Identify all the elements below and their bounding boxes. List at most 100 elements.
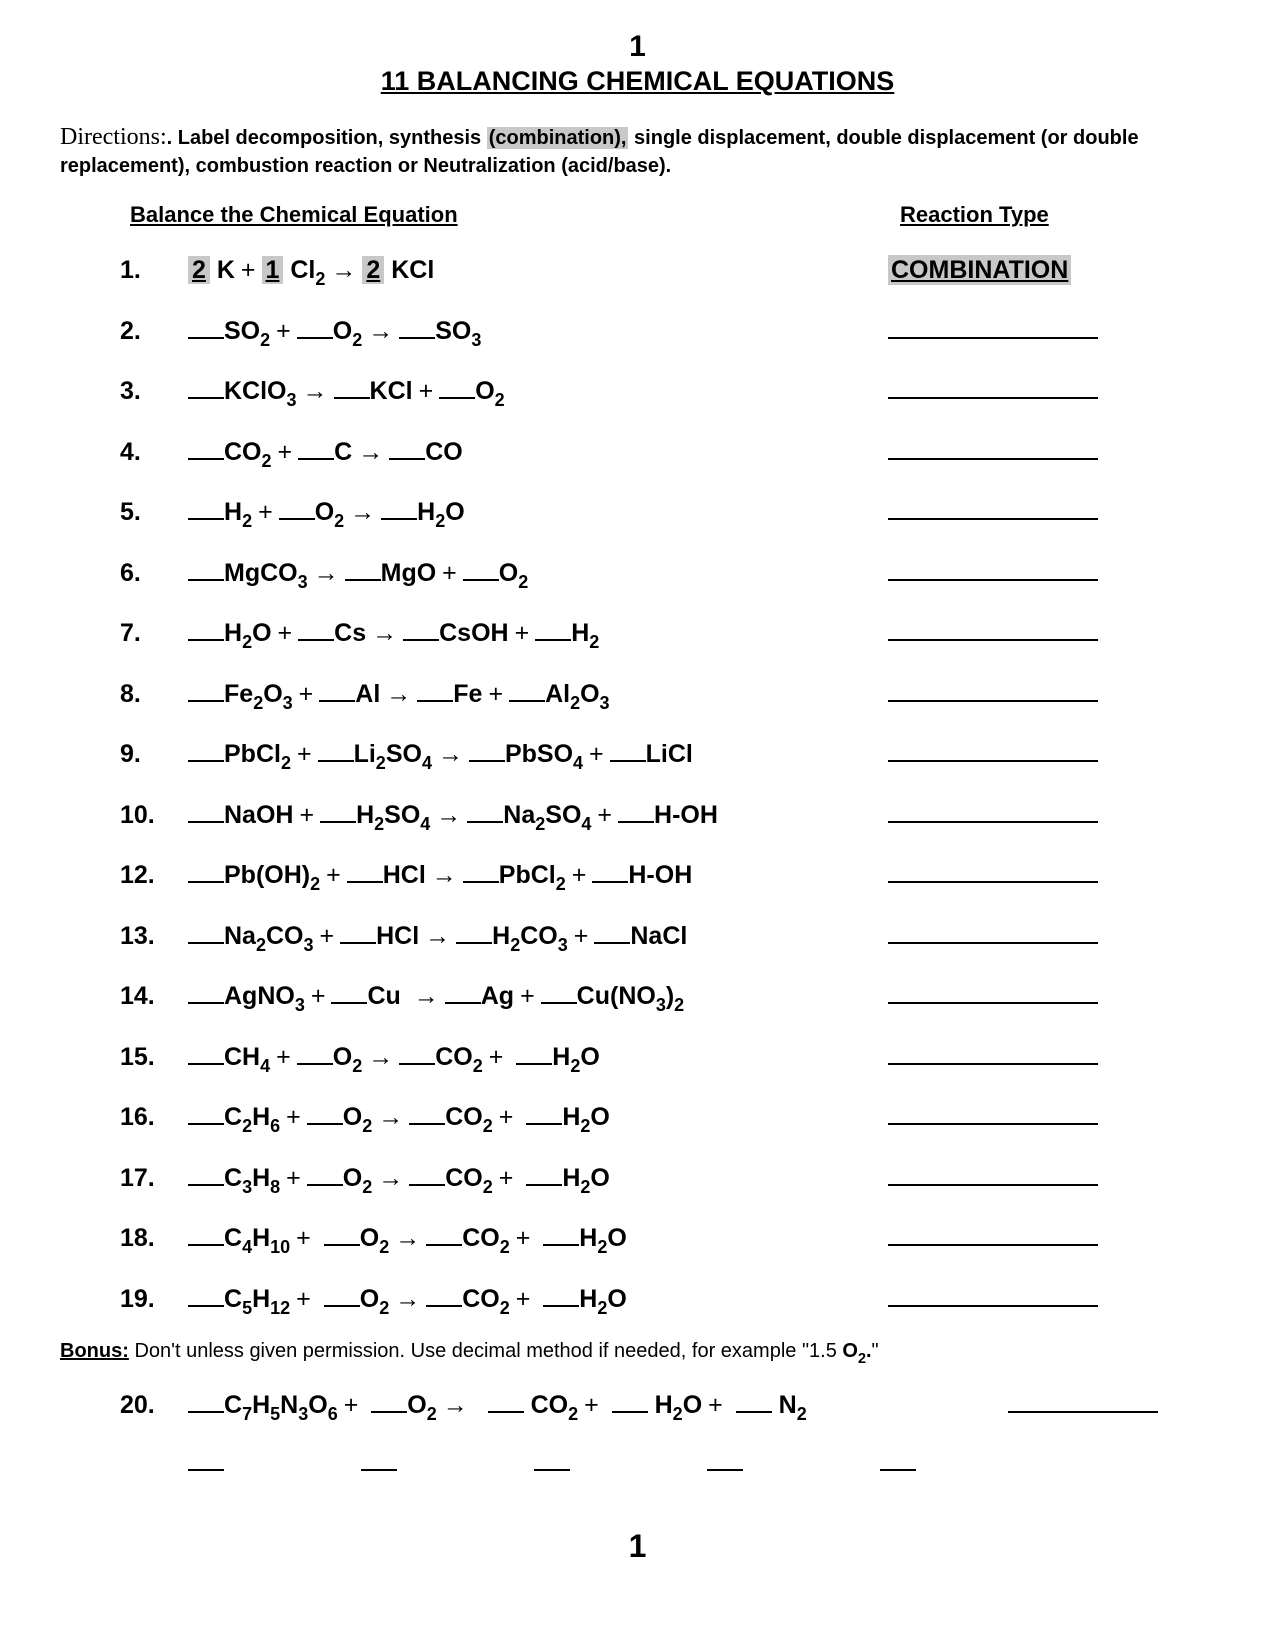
reaction-type-blank[interactable] xyxy=(1008,1386,1158,1414)
reaction-type-blank[interactable] xyxy=(888,1158,1098,1186)
coef-blank[interactable] xyxy=(334,397,370,399)
coef-blank[interactable] xyxy=(319,700,355,702)
coef-blank[interactable] xyxy=(361,1446,397,1471)
coef-blank[interactable] xyxy=(610,760,646,762)
coef-blank[interactable] xyxy=(188,1446,224,1471)
reaction-type-blank[interactable] xyxy=(888,1279,1098,1307)
coef-blank[interactable] xyxy=(188,821,224,823)
reaction-type-blank[interactable] xyxy=(888,493,1098,521)
coef-blank[interactable] xyxy=(324,1244,360,1246)
reaction-type-blank[interactable] xyxy=(888,614,1098,642)
bonus-pre: Don't unless given permission. Use decim… xyxy=(129,1340,843,1362)
coef-blank[interactable] xyxy=(188,700,224,702)
coef-blank[interactable] xyxy=(516,1063,552,1065)
reaction-type-blank[interactable] xyxy=(888,1037,1098,1065)
coef-blank[interactable] xyxy=(188,881,224,883)
coef-blank[interactable] xyxy=(403,639,439,641)
coef-blank[interactable] xyxy=(399,1063,435,1065)
coef-blank[interactable] xyxy=(467,821,503,823)
reaction-type-blank[interactable] xyxy=(888,1219,1098,1247)
coef-blank[interactable] xyxy=(298,639,334,641)
coef-blank[interactable] xyxy=(188,518,224,520)
reaction-type-blank[interactable] xyxy=(888,1098,1098,1126)
coef-blank[interactable] xyxy=(456,942,492,944)
coef-blank[interactable] xyxy=(188,942,224,944)
reaction-type-blank[interactable] xyxy=(888,795,1098,823)
coef-blank[interactable] xyxy=(439,397,475,399)
directions-highlight: (combination), xyxy=(487,127,629,149)
coef-blank[interactable] xyxy=(409,1184,445,1186)
coef-blank[interactable] xyxy=(307,1184,343,1186)
coef-blank[interactable] xyxy=(188,337,224,339)
reaction-type-1[interactable]: COMBINATION xyxy=(888,256,1215,285)
coef-blank[interactable] xyxy=(426,1305,462,1307)
coef-blank[interactable] xyxy=(389,458,425,460)
coef-1[interactable]: 2 xyxy=(188,256,210,284)
coef-blank[interactable] xyxy=(188,639,224,641)
coef-blank[interactable] xyxy=(331,1002,367,1004)
coef-blank[interactable] xyxy=(188,1411,224,1413)
coef-blank[interactable] xyxy=(618,821,654,823)
coef-blank[interactable] xyxy=(318,760,354,762)
coef-blank[interactable] xyxy=(188,1244,224,1246)
reaction-type-blank[interactable] xyxy=(888,674,1098,702)
coef-blank[interactable] xyxy=(417,700,453,702)
reaction-type-blank[interactable] xyxy=(888,372,1098,400)
coef-blank[interactable] xyxy=(526,1123,562,1125)
coef-blank[interactable] xyxy=(526,1184,562,1186)
coef-blank[interactable] xyxy=(736,1411,772,1413)
coef-3[interactable]: 2 xyxy=(362,256,384,284)
coef-blank[interactable] xyxy=(409,1123,445,1125)
coef-blank[interactable] xyxy=(279,518,315,520)
coef-blank[interactable] xyxy=(324,1305,360,1307)
coef-blank[interactable] xyxy=(188,1123,224,1125)
coef-blank[interactable] xyxy=(463,579,499,581)
coef-blank[interactable] xyxy=(399,337,435,339)
coef-blank[interactable] xyxy=(509,700,545,702)
coef-blank[interactable] xyxy=(297,337,333,339)
coef-blank[interactable] xyxy=(347,881,383,883)
coef-blank[interactable] xyxy=(320,821,356,823)
equation-row-8: 8. Fe2O3+Al→Fe+Al2O3 xyxy=(120,674,1215,713)
reaction-type-blank[interactable] xyxy=(888,977,1098,1005)
coef-blank[interactable] xyxy=(445,1002,481,1004)
coef-blank[interactable] xyxy=(188,579,224,581)
coef-blank[interactable] xyxy=(188,1002,224,1004)
coef-blank[interactable] xyxy=(488,1411,524,1413)
coef-blank[interactable] xyxy=(188,397,224,399)
coef-blank[interactable] xyxy=(188,1305,224,1307)
coef-blank[interactable] xyxy=(381,518,417,520)
coef-blank[interactable] xyxy=(592,881,628,883)
reaction-type-blank[interactable] xyxy=(888,856,1098,884)
coef-blank[interactable] xyxy=(188,458,224,460)
reaction-type-blank[interactable] xyxy=(888,553,1098,581)
coef-blank[interactable] xyxy=(541,1002,577,1004)
coef-blank[interactable] xyxy=(298,458,334,460)
coef-blank[interactable] xyxy=(345,579,381,581)
reaction-type-blank[interactable] xyxy=(888,311,1098,339)
coef-blank[interactable] xyxy=(543,1305,579,1307)
row-number: 2. xyxy=(120,317,188,346)
coef-blank[interactable] xyxy=(426,1244,462,1246)
coef-blank[interactable] xyxy=(534,1446,570,1471)
coef-blank[interactable] xyxy=(707,1446,743,1471)
coef-blank[interactable] xyxy=(535,639,571,641)
coef-blank[interactable] xyxy=(543,1244,579,1246)
coef-2[interactable]: 1 xyxy=(262,256,284,284)
coef-blank[interactable] xyxy=(594,942,630,944)
reaction-type-blank[interactable] xyxy=(888,916,1098,944)
coef-blank[interactable] xyxy=(880,1446,916,1471)
reaction-type-blank[interactable] xyxy=(888,735,1098,763)
coef-blank[interactable] xyxy=(371,1411,407,1413)
coef-blank[interactable] xyxy=(463,881,499,883)
coef-blank[interactable] xyxy=(297,1063,333,1065)
coef-blank[interactable] xyxy=(612,1411,648,1413)
coef-blank[interactable] xyxy=(188,1184,224,1186)
coef-blank[interactable] xyxy=(469,760,505,762)
coef-blank[interactable] xyxy=(188,760,224,762)
page-number-bottom: 1 xyxy=(60,1528,1215,1565)
coef-blank[interactable] xyxy=(340,942,376,944)
coef-blank[interactable] xyxy=(307,1123,343,1125)
coef-blank[interactable] xyxy=(188,1063,224,1065)
reaction-type-blank[interactable] xyxy=(888,432,1098,460)
